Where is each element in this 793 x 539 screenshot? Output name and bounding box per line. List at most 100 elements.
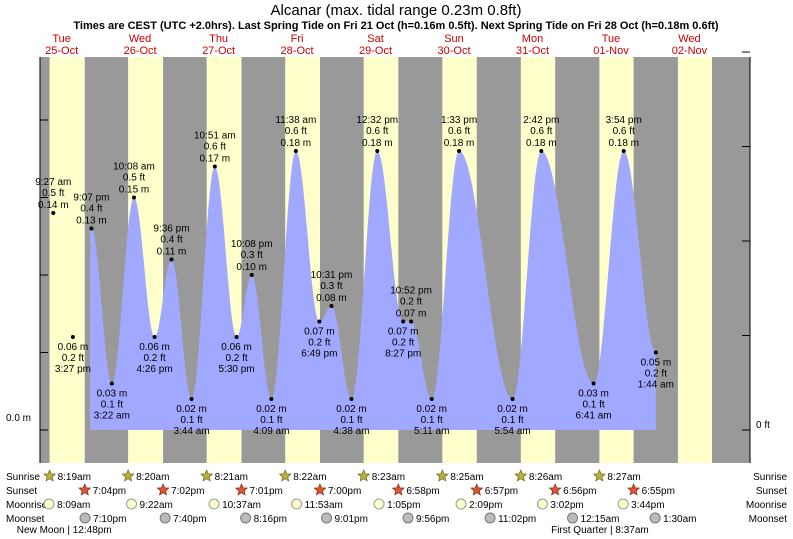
tide-height-ft-label: 0.1 ft bbox=[421, 415, 443, 426]
tide-time-label: 4:26 pm bbox=[137, 364, 173, 375]
low-tide-point bbox=[429, 397, 434, 401]
high-tide-point bbox=[212, 164, 217, 169]
sunrise-icon bbox=[514, 469, 528, 482]
tide-height-ft-label: 0.2 ft bbox=[392, 338, 414, 349]
low-tide-point bbox=[70, 335, 75, 339]
sunset-time: 6:55pm bbox=[642, 486, 675, 497]
sunrise-time: 8:25am bbox=[450, 472, 483, 483]
sunrise-time: 8:26am bbox=[529, 472, 562, 483]
tide-height-m-label: 0.18 m bbox=[526, 138, 557, 149]
tide-height-ft-label: 0.6 ft bbox=[613, 126, 635, 137]
tide-height-ft-label: 0.2 ft bbox=[143, 353, 165, 364]
sunrise-icon bbox=[357, 469, 371, 482]
moon-phase-label: First Quarter | 8:37am bbox=[551, 525, 649, 536]
day-headers: Tue25-OctWed26-OctThu27-OctFri28-OctSat2… bbox=[45, 33, 708, 57]
daylight-band bbox=[677, 57, 713, 463]
row-label-right: Moonset bbox=[749, 514, 788, 525]
tide-height-ft-label: 0.3 ft bbox=[320, 281, 342, 292]
moonset-icon bbox=[79, 512, 91, 524]
sunset-time: 7:00pm bbox=[328, 486, 361, 497]
day-name: Mon bbox=[522, 33, 543, 45]
tide-height-m-label: 0.07 m bbox=[304, 327, 335, 338]
tide-height-ft-label: 0.2 ft bbox=[225, 353, 247, 364]
row-label-left: Sunset bbox=[6, 486, 37, 497]
moonrise-time: 3:44pm bbox=[631, 500, 664, 511]
day-date: 31-Oct bbox=[516, 45, 549, 57]
tide-height-m-label: 0.14 m bbox=[38, 200, 69, 211]
low-tide-point bbox=[109, 381, 114, 386]
moonset-time: 9:56pm bbox=[416, 514, 449, 525]
moonrise-time: 8:09am bbox=[57, 500, 90, 511]
day-name: Tue bbox=[602, 33, 621, 45]
low-tide-point bbox=[189, 397, 194, 401]
tide-height-ft-label: 0.1 ft bbox=[501, 415, 523, 426]
tide-height-m-label: 0.06 m bbox=[58, 342, 89, 353]
moonset-icon bbox=[240, 512, 252, 524]
sunset-time: 7:04pm bbox=[93, 486, 126, 497]
day-date: 29-Oct bbox=[359, 45, 392, 57]
tide-time-label: 5:11 am bbox=[414, 426, 449, 437]
row-label-right: Sunset bbox=[756, 486, 787, 497]
tide-height-m-label: 0.15 m bbox=[119, 185, 150, 196]
tide-height-m-label: 0.18 m bbox=[608, 138, 639, 149]
day-name: Wed bbox=[129, 33, 151, 45]
tide-height-ft-label: 0.5 ft bbox=[42, 188, 64, 199]
low-tide-point bbox=[349, 397, 354, 401]
tide-height-ft-label: 0.6 ft bbox=[448, 126, 470, 137]
moonrise-icon bbox=[455, 498, 467, 510]
tide-time-label: 2:42 pm bbox=[523, 115, 559, 126]
tide-height-m-label: 0.07 m bbox=[388, 327, 419, 338]
day-date: 30-Oct bbox=[438, 45, 471, 57]
low-tide-point bbox=[234, 335, 239, 339]
sunset-icon bbox=[391, 483, 405, 496]
tide-time-label: 12:32 pm bbox=[356, 115, 398, 126]
sun-moon-rows: Sunrise Sunrise Sunset Sunset Moonrise Moonri… bbox=[6, 469, 788, 536]
moonrise-time: 2:09pm bbox=[469, 500, 502, 511]
tide-time-label: 10:08 am bbox=[113, 162, 155, 173]
tide-height-ft-label: 0.2 ft bbox=[645, 369, 667, 380]
y-axis-zero-m: 0.0 m bbox=[6, 413, 31, 424]
low-tide-point bbox=[510, 397, 515, 401]
tide-time-label: 4:38 am bbox=[333, 426, 369, 437]
moonset-time: 1:30am bbox=[663, 514, 696, 525]
tide-time-label: 8:27 pm bbox=[385, 349, 421, 360]
tide-time-label: 10:51 am bbox=[194, 131, 236, 142]
tide-height-m-label: 0.02 m bbox=[497, 404, 528, 415]
day-date: 27-Oct bbox=[202, 45, 235, 57]
sunrise-icon bbox=[200, 469, 214, 482]
low-tide-point bbox=[317, 319, 322, 324]
tide-height-m-label: 0.03 m bbox=[97, 389, 128, 400]
day-date: 26-Oct bbox=[124, 45, 157, 57]
tide-height-ft-label: 0.6 ft bbox=[285, 126, 307, 137]
tide-height-ft-label: 0.1 ft bbox=[260, 415, 282, 426]
moonrise-time: 11:53am bbox=[305, 500, 343, 511]
sunrise-icon bbox=[592, 469, 606, 482]
tide-height-m-label: 0.02 m bbox=[336, 404, 367, 415]
moonset-icon bbox=[484, 512, 496, 524]
tide-height-m-label: 0.03 m bbox=[578, 389, 609, 400]
row-label-right: Sunrise bbox=[753, 472, 787, 483]
axis-ticks bbox=[40, 51, 750, 431]
high-tide-point bbox=[89, 226, 94, 231]
tide-height-ft-label: 0.6 ft bbox=[204, 142, 226, 153]
low-tide-point bbox=[269, 397, 274, 401]
day-date: 01-Nov bbox=[593, 45, 629, 57]
tide-time-label: 5:30 pm bbox=[218, 364, 254, 375]
tide-time-label: 10:08 pm bbox=[231, 239, 273, 250]
moonrise-icon bbox=[43, 498, 55, 510]
moon-phase-label: New Moon | 12:48pm bbox=[17, 525, 112, 536]
tide-time-label: 1:33 pm bbox=[441, 115, 477, 126]
moonset-time: 8:16pm bbox=[254, 514, 287, 525]
tide-height-m-label: 0.18 m bbox=[362, 138, 393, 149]
moonrise-icon bbox=[373, 498, 385, 510]
low-tide-point bbox=[591, 381, 596, 386]
tide-time-label: 3:22 am bbox=[94, 411, 130, 422]
tide-height-ft-label: 0.6 ft bbox=[530, 126, 552, 137]
chart-subtitle: Times are CEST (UTC +2.0hrs). Last Sprin… bbox=[73, 20, 719, 32]
tide-time-label: 10:52 pm bbox=[390, 286, 432, 297]
tide-height-ft-label: 0.2 ft bbox=[400, 297, 422, 308]
high-tide-point bbox=[457, 149, 462, 153]
axes: 0.0 m 0 ft bbox=[6, 51, 770, 463]
high-tide-point bbox=[375, 149, 380, 153]
